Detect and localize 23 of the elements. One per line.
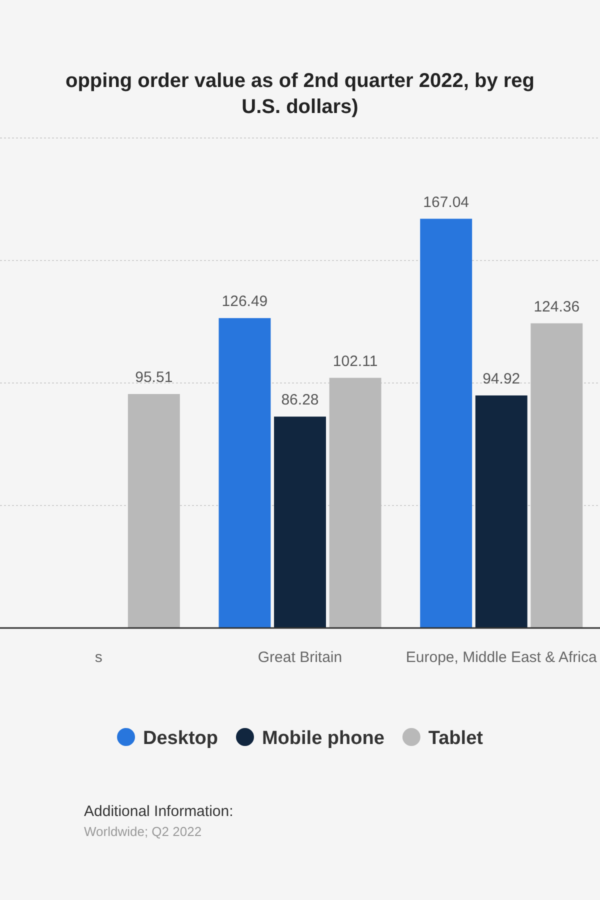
legend-label: Desktop xyxy=(143,728,218,749)
data-label: 126.49 xyxy=(222,293,268,310)
bar xyxy=(530,323,583,628)
chart-title: opping order value as of 2nd quarter 2022, by reg U.S. dollars) xyxy=(65,70,535,118)
data-label: 94.92 xyxy=(482,370,520,388)
text: Additional Information: xyxy=(84,803,234,820)
bar xyxy=(218,318,271,628)
bar xyxy=(420,218,472,628)
x-tick-label: Great Britain xyxy=(258,649,342,666)
text: Worldwide; Q2 2022 xyxy=(84,824,202,839)
data-label: 95.51 xyxy=(135,369,173,386)
data-label: 167.04 xyxy=(423,194,470,211)
x-tick-label: s xyxy=(94,649,102,666)
data-label: 124.36 xyxy=(534,298,580,316)
data-label: 86.28 xyxy=(281,392,319,409)
bar xyxy=(475,395,528,628)
bar xyxy=(329,378,382,628)
data-label: 102.11 xyxy=(332,352,378,370)
bar xyxy=(274,416,326,628)
x-tick-label: Europe, Middle East & Africa xyxy=(406,649,598,666)
legend-label: Tablet xyxy=(428,728,484,749)
legend-label: Mobile phone xyxy=(262,728,384,749)
bar xyxy=(128,394,180,628)
